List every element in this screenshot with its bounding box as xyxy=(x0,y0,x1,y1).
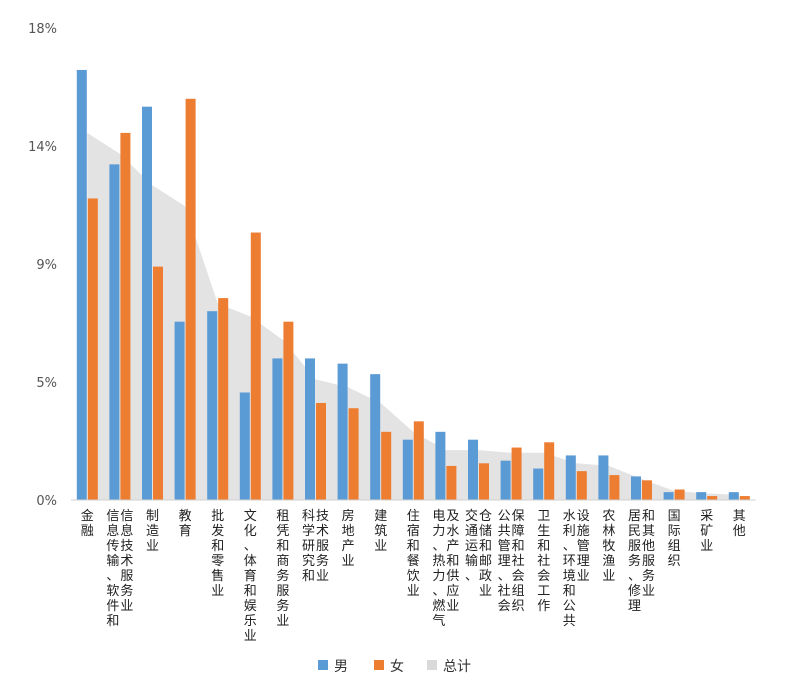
category-label: 科学研究和 xyxy=(302,509,315,584)
bar-female-3 xyxy=(185,98,196,501)
bar-male-4 xyxy=(207,311,218,500)
bar-male-5 xyxy=(239,392,250,500)
y-tick-label: 9% xyxy=(36,258,57,273)
legend-swatch xyxy=(374,660,384,670)
bar-female-1 xyxy=(120,132,131,500)
category-label: 金融 xyxy=(81,508,94,539)
category-label: 采矿业 xyxy=(700,509,713,554)
bar-female-14 xyxy=(544,442,555,500)
bar-male-12 xyxy=(468,439,478,500)
bar-male-1 xyxy=(109,164,120,500)
bar-female-5 xyxy=(250,232,261,501)
total-area-series xyxy=(87,132,740,500)
category-label: 及水产和供应业 xyxy=(446,509,459,614)
category-label: 保障和社会组织 xyxy=(512,509,525,614)
category-label: 国际组织 xyxy=(668,509,681,569)
bar-male-18 xyxy=(663,492,674,500)
bar-female-6 xyxy=(283,321,294,500)
bar-female-10 xyxy=(413,421,424,500)
y-tick-label: 0% xyxy=(36,494,57,509)
bar-female-2 xyxy=(153,266,163,500)
bar-male-9 xyxy=(370,374,381,500)
bar-female-7 xyxy=(316,402,326,500)
bar-male-14 xyxy=(533,468,544,500)
category-label: 批发和零售业 xyxy=(211,509,224,599)
bar-male-20 xyxy=(728,492,739,500)
y-tick-label: 5% xyxy=(36,376,57,391)
bar-male-19 xyxy=(696,492,707,500)
category-label: 和其他服务业 xyxy=(642,509,655,599)
bar-female-0 xyxy=(87,198,98,500)
bar-male-17 xyxy=(631,476,641,500)
category-label: 建筑业 xyxy=(374,509,387,554)
category-label: 卫生和社会工作 xyxy=(537,509,550,614)
y-tick-label: 14% xyxy=(28,140,57,155)
category-label: 仓储和邮政业 xyxy=(479,509,492,599)
bar-male-15 xyxy=(565,455,576,500)
legend: 男 女 总计 xyxy=(318,658,471,675)
category-label: 信息传输、软件和 xyxy=(106,509,119,629)
category-label: 水利、环境和公共 xyxy=(563,509,576,629)
bar-layer xyxy=(76,69,750,501)
category-label: 制造业 xyxy=(146,509,159,554)
bar-male-11 xyxy=(435,431,446,500)
bar-female-17 xyxy=(642,480,652,500)
bar-female-4 xyxy=(218,298,229,500)
category-label: 租凭和商务服务业 xyxy=(276,509,289,629)
category-label: 居民服务、修理 xyxy=(628,509,641,614)
bar-female-16 xyxy=(609,475,620,500)
bar-female-15 xyxy=(576,471,587,500)
bar-male-16 xyxy=(598,455,609,500)
category-label: 农林牧渔业 xyxy=(602,509,615,584)
legend-label: 总计 xyxy=(443,659,471,675)
category-label: 住宿和餐饮业 xyxy=(407,509,420,599)
bar-male-8 xyxy=(337,363,348,500)
category-label: 教育 xyxy=(179,508,192,539)
category-label: 信息技术服务业 xyxy=(120,509,133,614)
bar-male-0 xyxy=(76,69,87,500)
bar-female-19 xyxy=(707,496,718,500)
bar-female-11 xyxy=(446,465,457,500)
category-label: 其他 xyxy=(733,509,746,539)
bar-male-3 xyxy=(174,321,185,500)
bar-female-9 xyxy=(381,431,392,500)
category-label: 设施管理业 xyxy=(577,509,590,584)
total-area-layer xyxy=(87,132,740,500)
bar-male-7 xyxy=(305,358,315,500)
category-label: 房地产业 xyxy=(342,508,355,569)
bar-female-20 xyxy=(739,496,750,500)
category-label: 文化、体育和娱乐业 xyxy=(244,509,257,644)
legend-swatch xyxy=(318,660,328,670)
category-label: 交通运输、 xyxy=(465,508,478,584)
y-tick-label: 18% xyxy=(28,22,57,37)
bar-male-10 xyxy=(402,439,413,500)
bar-male-13 xyxy=(500,460,511,500)
bar-female-18 xyxy=(674,489,685,500)
bar-male-2 xyxy=(142,106,152,501)
category-label: 公共管理、社会 xyxy=(498,509,511,614)
legend-swatch xyxy=(427,660,437,670)
bar-female-12 xyxy=(479,463,489,500)
bar-female-13 xyxy=(511,447,522,500)
legend-label: 女 xyxy=(390,658,404,675)
category-label: 技术服务业 xyxy=(316,509,329,584)
legend-label: 男 xyxy=(334,659,348,675)
bar-female-8 xyxy=(348,408,359,500)
bar-male-6 xyxy=(272,358,283,500)
y-axis-ticks: 0% 5% 9% 14% 18% xyxy=(28,22,57,509)
category-label: 电力、热力、燃气 xyxy=(432,509,445,629)
